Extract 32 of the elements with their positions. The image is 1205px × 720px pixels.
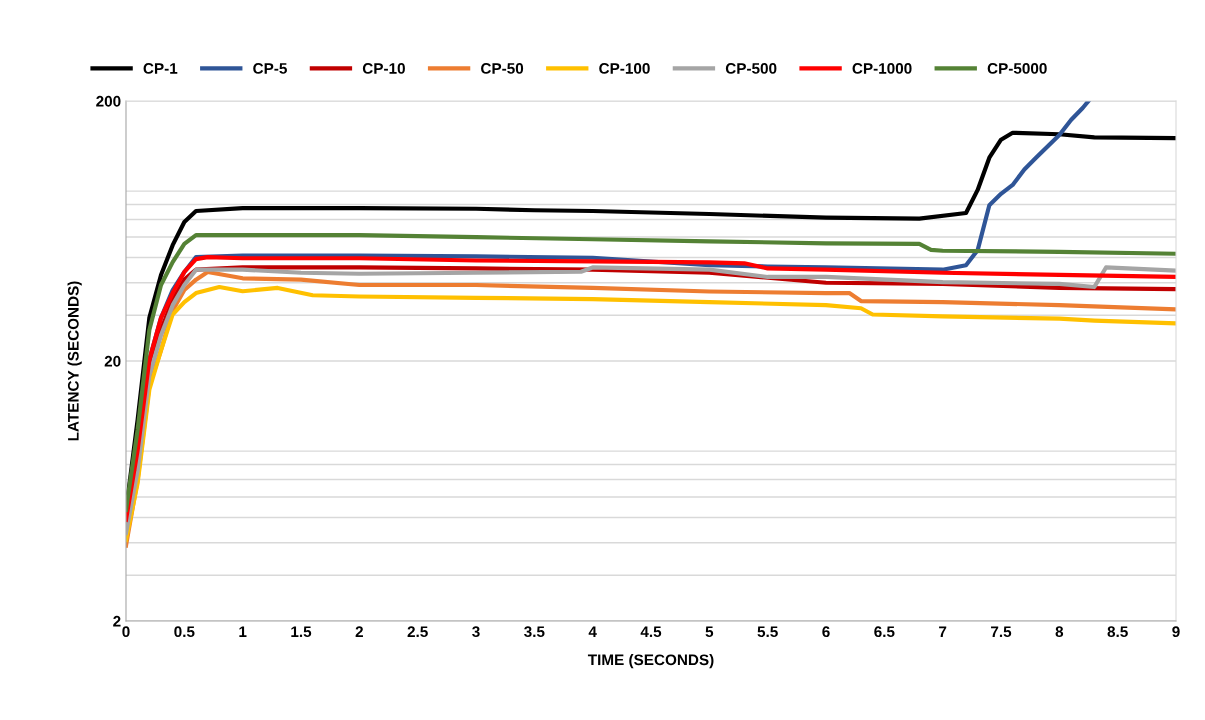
x-tick-label: 9 bbox=[1172, 626, 1180, 638]
legend-label: CP-5000 bbox=[987, 63, 1047, 74]
x-tick-label: 6 bbox=[822, 626, 830, 638]
x-tick-label: 1 bbox=[239, 626, 247, 637]
x-tick-label: 0.5 bbox=[174, 626, 195, 638]
x-tick-label: 5 bbox=[705, 626, 714, 638]
y-axis-title: LATENCY (SECONDS) bbox=[67, 281, 82, 441]
y-tick-label: 20 bbox=[104, 355, 121, 367]
x-tick-label: 7 bbox=[939, 626, 947, 637]
legend-label: CP-1 bbox=[143, 63, 178, 74]
x-tick-label: 2.5 bbox=[407, 626, 428, 638]
x-tick-label: 0 bbox=[122, 626, 130, 638]
legend-label: CP-5 bbox=[253, 63, 287, 74]
x-tick-label: 3.5 bbox=[524, 626, 545, 638]
y-tick-label: 2 bbox=[113, 615, 121, 627]
x-tick-label: 1.5 bbox=[291, 626, 312, 638]
y-tick-label: 200 bbox=[96, 95, 121, 107]
legend-label: CP-1000 bbox=[852, 63, 912, 74]
x-tick-label: 7.5 bbox=[991, 626, 1012, 638]
x-tick-label: 6.5 bbox=[874, 626, 895, 638]
x-tick-label: 4.5 bbox=[640, 626, 662, 638]
x-tick-label: 3 bbox=[472, 626, 480, 638]
x-tick-label: 4 bbox=[588, 626, 597, 637]
legend-label: CP-50 bbox=[481, 63, 524, 74]
x-tick-label: 2 bbox=[355, 626, 363, 637]
x-tick-label: 8 bbox=[1055, 626, 1064, 638]
legend-label: CP-10 bbox=[362, 63, 405, 74]
legend-label: CP-500 bbox=[725, 63, 777, 74]
x-tick-label: 8.5 bbox=[1107, 626, 1128, 638]
legend-label: CP-100 bbox=[599, 63, 650, 74]
x-axis-title: TIME (SECONDS) bbox=[587, 653, 714, 669]
x-tick-label: 5.5 bbox=[757, 626, 778, 638]
